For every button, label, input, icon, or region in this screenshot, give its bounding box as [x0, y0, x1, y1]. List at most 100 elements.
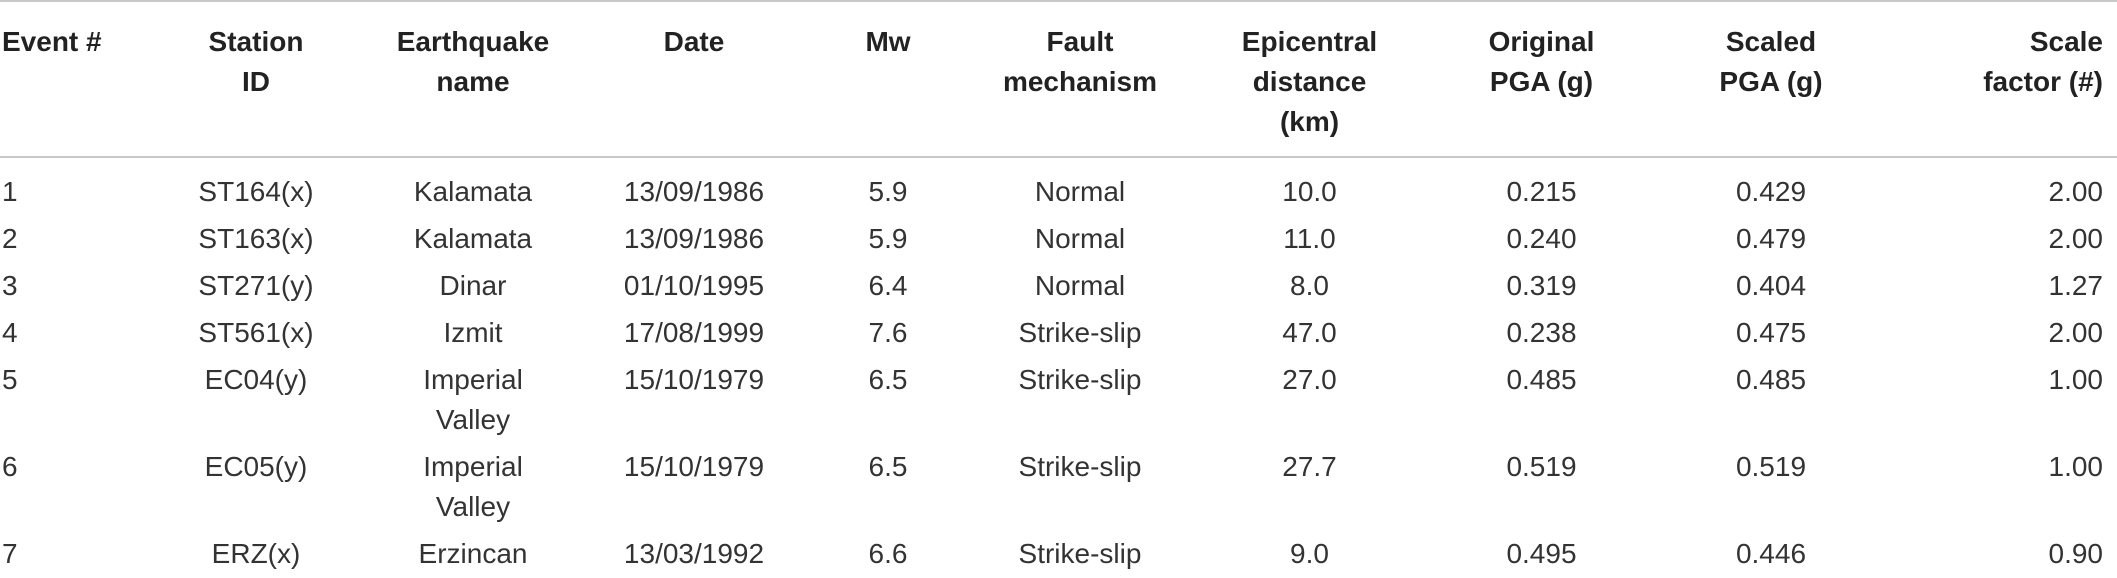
cell-text: Izmit — [443, 317, 503, 348]
cell-text: 0.238 — [1506, 317, 1577, 348]
cell-scale-factor: 2.00 — [1885, 310, 2117, 357]
cell-text: 17/08/1999 — [623, 317, 765, 348]
table-body: 1 ST164(x) Kalamata 13/09/1986 5.9 Normal 10.0… — [0, 157, 2117, 578]
cell-original-pga: 0.215 — [1426, 157, 1657, 216]
cell-scaled-pga: 0.446 — [1657, 531, 1885, 578]
cell-station-id: ERZ(x) — [145, 531, 367, 578]
column-header-date: Date — [579, 1, 809, 157]
cell-earthquake-name: Kalamata — [367, 216, 579, 263]
cell-text: 10.0 — [1282, 176, 1337, 207]
cell-text: 13/03/1992 — [623, 538, 765, 569]
cell-epicentral-distance: 27.0 — [1193, 357, 1426, 444]
column-header-scaled-pga: Scaled PGA (g) — [1657, 1, 1885, 157]
cell-original-pga: 0.495 — [1426, 531, 1657, 578]
cell-text: 11.0 — [1283, 223, 1336, 254]
cell-text: Valley — [435, 491, 511, 522]
cell-scale-factor: 2.00 — [1885, 216, 2117, 263]
column-header-line: Station — [208, 26, 304, 57]
table-row: 6 EC05(y) Imperial Valley 15/10/1979 6.5 Strik… — [0, 444, 2117, 531]
cell-station-id: ST271(y) — [145, 263, 367, 310]
column-header-station-id: Station ID — [145, 1, 367, 157]
cell-original-pga: 0.485 — [1426, 357, 1657, 444]
cell-mw: 5.9 — [809, 216, 967, 263]
cell-text: Kalamata — [413, 223, 533, 254]
cell-text: 0.240 — [1506, 223, 1577, 254]
cell-text: 0.485 — [1506, 364, 1577, 395]
cell-text: 13/09/1986 — [623, 176, 765, 207]
cell-text: 0.479 — [1735, 223, 1807, 254]
cell-scaled-pga: 0.479 — [1657, 216, 1885, 263]
cell-text: 4 — [2, 317, 18, 348]
cell-epicentral-distance: 8.0 — [1193, 263, 1426, 310]
column-header-line: factor (#) — [1983, 66, 2103, 97]
cell-text: 0.90 — [2048, 538, 2104, 569]
cell-event-number: 7 — [0, 531, 145, 578]
table-row: 7 ERZ(x) Erzincan 13/03/1992 6.6 Strike-slip 9… — [0, 531, 2117, 578]
cell-station-id: EC04(y) — [145, 357, 367, 444]
cell-text: 0.519 — [1506, 451, 1577, 482]
cell-text: 5.9 — [868, 223, 908, 254]
cell-text: ST271(y) — [198, 270, 314, 301]
cell-text: 0.215 — [1506, 176, 1577, 207]
column-header-original-pga: Original PGA (g) — [1426, 1, 1657, 157]
cell-mw: 6.5 — [809, 357, 967, 444]
column-header-line: (km) — [1279, 106, 1340, 137]
cell-earthquake-name: Izmit — [367, 310, 579, 357]
cell-fault-mechanism: Strike-slip — [967, 357, 1193, 444]
cell-event-number: 2 — [0, 216, 145, 263]
cell-mw: 7.6 — [809, 310, 967, 357]
cell-text: Strike-slip — [1018, 538, 1142, 569]
cell-date: 01/10/1995 — [579, 263, 809, 310]
column-header-line: Epicentral — [1241, 26, 1378, 57]
cell-text: Strike-slip — [1018, 451, 1142, 482]
cell-text: 0.495 — [1506, 538, 1577, 569]
cell-epicentral-distance: 9.0 — [1193, 531, 1426, 578]
cell-text: Normal — [1034, 176, 1126, 207]
cell-text: 6.5 — [868, 451, 908, 482]
cell-text: 6.4 — [868, 270, 908, 301]
cell-original-pga: 0.240 — [1426, 216, 1657, 263]
column-header-line: Scaled — [1725, 26, 1817, 57]
cell-text: Imperial — [423, 364, 523, 395]
cell-scale-factor: 1.27 — [1885, 263, 2117, 310]
column-header-line: Original — [1488, 26, 1595, 57]
cell-text: 5.9 — [868, 176, 908, 207]
cell-fault-mechanism: Strike-slip — [967, 310, 1193, 357]
cell-text: 5 — [2, 364, 18, 395]
cell-station-id: ST163(x) — [145, 216, 367, 263]
cell-fault-mechanism: Normal — [967, 157, 1193, 216]
column-header-line: Scale — [2029, 26, 2103, 57]
cell-text: Erzincan — [418, 538, 528, 569]
cell-text: 15/10/1979 — [623, 364, 765, 395]
cell-original-pga: 0.519 — [1426, 444, 1657, 531]
table-row: 4 ST561(x) Izmit 17/08/1999 7.6 Strike-slip 47… — [0, 310, 2117, 357]
cell-text: 3 — [2, 270, 18, 301]
cell-earthquake-name: Kalamata — [367, 157, 579, 216]
cell-epicentral-distance: 27.7 — [1193, 444, 1426, 531]
cell-text: 1.27 — [2048, 270, 2104, 301]
cell-text: 13/09/1986 — [623, 223, 765, 254]
cell-date: 15/10/1979 — [579, 357, 809, 444]
column-header-event-number: Event # — [0, 1, 145, 157]
cell-text: EC04(y) — [204, 364, 308, 395]
cell-epicentral-distance: 47.0 — [1193, 310, 1426, 357]
cell-text: 6.5 — [868, 364, 908, 395]
cell-text: 27.0 — [1282, 364, 1337, 395]
cell-text: 1.00 — [2048, 364, 2104, 395]
table-row: 2 ST163(x) Kalamata 13/09/1986 5.9 Normal 11.0… — [0, 216, 2117, 263]
column-header-line: name — [436, 66, 510, 97]
cell-scale-factor: 2.00 — [1885, 157, 2117, 216]
cell-text: 01/10/1995 — [623, 270, 765, 301]
cell-station-id: ST164(x) — [145, 157, 367, 216]
column-header-line: PGA (g) — [1489, 66, 1594, 97]
cell-mw: 6.5 — [809, 444, 967, 531]
cell-scaled-pga: 0.429 — [1657, 157, 1885, 216]
cell-epicentral-distance: 10.0 — [1193, 157, 1426, 216]
cell-text: Kalamata — [413, 176, 533, 207]
cell-text: 0.319 — [1506, 270, 1577, 301]
cell-event-number: 5 — [0, 357, 145, 444]
cell-text: 0.404 — [1735, 270, 1807, 301]
cell-station-id: EC05(y) — [145, 444, 367, 531]
column-header-epicentral-distance: Epicentral distance (km) — [1193, 1, 1426, 157]
